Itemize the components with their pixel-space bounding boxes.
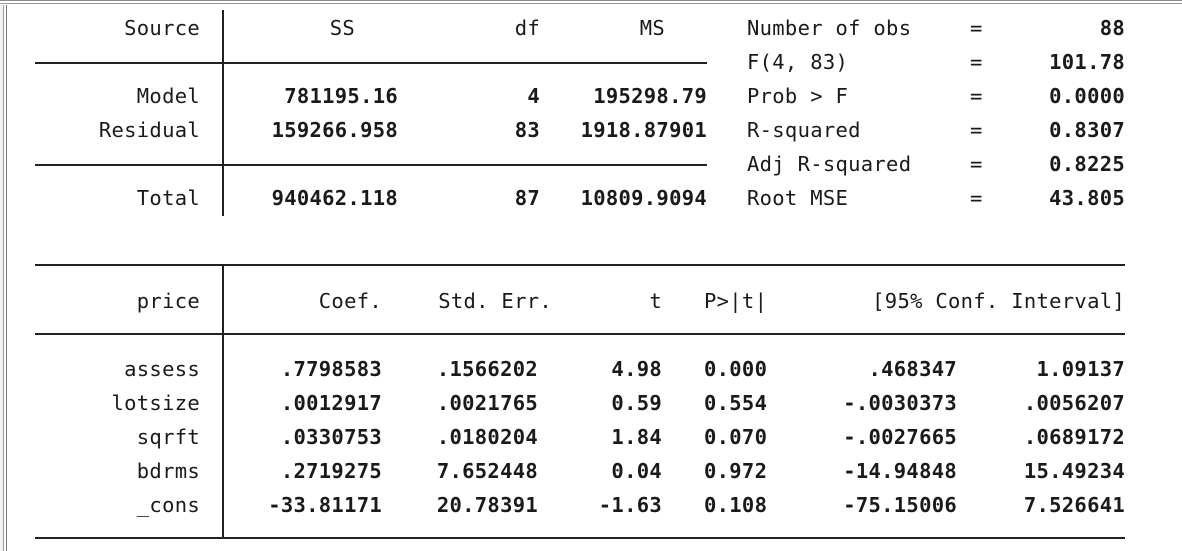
stat-equals: =: [970, 50, 983, 74]
stat-value: 101.78: [1049, 50, 1125, 74]
stat-value: 88: [1099, 16, 1125, 40]
stat-value: 0.8307: [1049, 118, 1125, 142]
window-frame-left: [0, 0, 8, 551]
coef-header-p: P>|t|: [704, 289, 768, 313]
coef-rule: [223, 264, 1125, 266]
coef-row-ci-lower: .468347: [868, 357, 957, 381]
anova-row-df: 4: [527, 84, 540, 108]
coef-row-t: 1.84: [611, 425, 662, 449]
coef-row-coef: -33.81171: [268, 493, 382, 517]
coef-divider: [222, 266, 224, 334]
stat-equals: =: [970, 186, 983, 210]
coef-row-p: 0.554: [704, 391, 768, 415]
coef-header-coef: Coef.: [318, 289, 382, 313]
anova-row-ss: 940462.118: [271, 186, 398, 210]
coef-row-t: 4.98: [611, 357, 662, 381]
coef-row-p: 0.000: [704, 357, 768, 381]
anova-header-df: df: [514, 16, 540, 40]
coef-rule: [35, 264, 223, 266]
stat-label: R-squared: [747, 118, 861, 142]
coef-row-ci-lower: -.0030373: [843, 391, 957, 415]
coef-row-coef: .0330753: [280, 425, 382, 449]
anova-header-source: Source: [124, 16, 200, 40]
stat-label: Number of obs: [747, 16, 912, 40]
stat-equals: =: [970, 16, 983, 40]
coef-row-se: .1566202: [436, 357, 538, 381]
coef-row-se: 20.78391: [436, 493, 538, 517]
coef-row-p: 0.108: [704, 493, 768, 517]
coef-header-var: price: [136, 289, 200, 313]
coef-row-ci-upper: .0689172: [1023, 425, 1125, 449]
coef-row-p: 0.070: [704, 425, 768, 449]
coef-row-coef: .7798583: [280, 357, 382, 381]
anova-rule: [35, 62, 223, 64]
coef-row-ci-upper: .0056207: [1023, 391, 1125, 415]
coef-row-t: 0.04: [611, 459, 662, 483]
anova-rule: [223, 62, 707, 64]
coef-rule: [223, 333, 1125, 335]
anova-rule: [223, 164, 707, 166]
stat-label: Root MSE: [747, 186, 849, 210]
coef-row-var: bdrms: [136, 459, 200, 483]
anova-row-ms: 10809.9094: [580, 186, 707, 210]
coef-row-var: sqrft: [136, 425, 200, 449]
coef-row-ci-upper: 15.49234: [1023, 459, 1125, 483]
coef-row-se: .0021765: [436, 391, 538, 415]
anova-row-ss: 159266.958: [271, 118, 398, 142]
anova-row-df: 83: [514, 118, 540, 142]
anova-header-ms: MS: [639, 16, 665, 40]
coef-row-var: assess: [124, 357, 200, 381]
anova-row-ms: 195298.79: [593, 84, 707, 108]
anova-header-ss: SS: [329, 16, 355, 40]
coef-row-var: _cons: [136, 493, 200, 517]
coef-rule: [35, 537, 223, 539]
coef-row-ci-lower: -75.15006: [843, 493, 957, 517]
coef-row-ci-lower: -14.94848: [843, 459, 957, 483]
coef-header-t: t: [649, 289, 662, 313]
stat-value: 43.805: [1049, 186, 1125, 210]
anova-row-source: Residual: [98, 118, 200, 142]
coef-row-se: 7.652448: [436, 459, 538, 483]
anova-row-source: Model: [136, 84, 200, 108]
stat-equals: =: [970, 84, 983, 108]
anova-divider: [222, 166, 224, 216]
coef-row-ci-upper: 7.526641: [1023, 493, 1125, 517]
coef-row-se: .0180204: [436, 425, 538, 449]
anova-divider: [222, 10, 224, 62]
coef-rule: [223, 537, 1125, 539]
anova-row-ss: 781195.16: [284, 84, 398, 108]
coef-rule: [35, 333, 223, 335]
anova-rule: [35, 164, 223, 166]
coef-row-ci-upper: 1.09137: [1036, 357, 1125, 381]
coef-row-coef: .2719275: [280, 459, 382, 483]
coef-header-ci: [95% Conf. Interval]: [872, 289, 1125, 313]
anova-row-ms: 1918.87901: [580, 118, 707, 142]
coef-divider: [222, 335, 224, 537]
stat-value: 0.8225: [1049, 152, 1125, 176]
coef-header-se: Std. Err.: [438, 289, 552, 313]
coef-row-var: lotsize: [111, 391, 200, 415]
coef-row-ci-lower: -.0027665: [843, 425, 957, 449]
coef-row-t: -1.63: [598, 493, 662, 517]
stat-equals: =: [970, 152, 983, 176]
anova-row-df: 87: [514, 186, 540, 210]
coef-row-p: 0.972: [704, 459, 768, 483]
anova-row-source: Total: [136, 186, 200, 210]
window-frame-top: [0, 0, 1182, 5]
coef-row-t: 0.59: [611, 391, 662, 415]
stat-label: F(4, 83): [747, 50, 849, 74]
stat-label: Adj R-squared: [747, 152, 912, 176]
anova-divider: [222, 64, 224, 164]
stat-value: 0.0000: [1049, 84, 1125, 108]
stat-equals: =: [970, 118, 983, 142]
stat-label: Prob > F: [747, 84, 849, 108]
coef-row-coef: .0012917: [280, 391, 382, 415]
